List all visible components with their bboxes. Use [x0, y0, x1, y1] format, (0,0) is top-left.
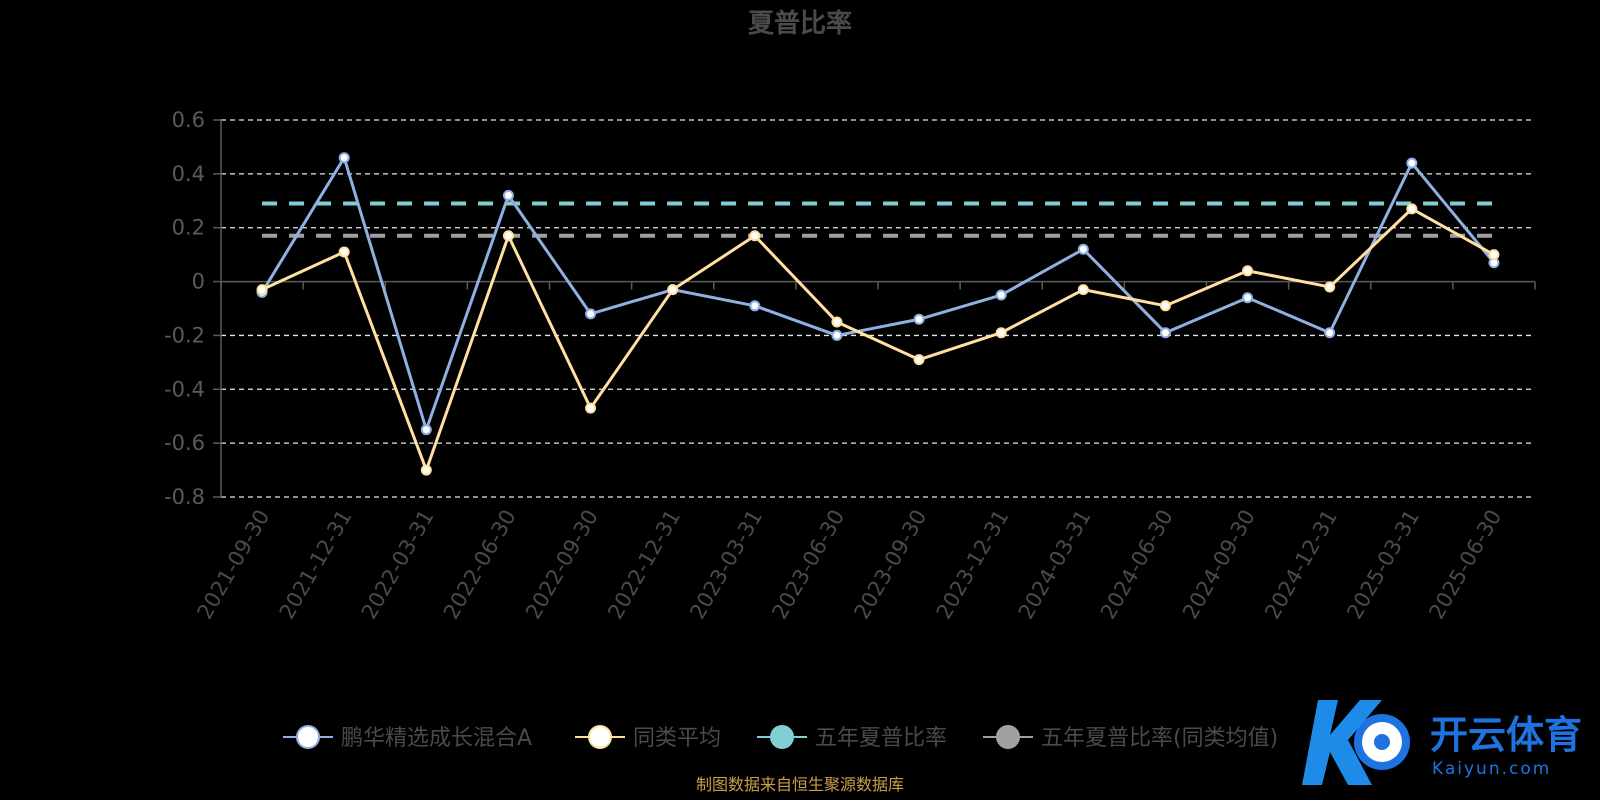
series-1-point	[1242, 292, 1254, 304]
y-tick-label: -0.4	[164, 377, 205, 401]
series-1-point	[1324, 327, 1336, 339]
logo-ball-center	[1374, 734, 1390, 750]
legend-label: 五年夏普比率	[815, 726, 947, 751]
x-tick-label: 2024-09-30	[1178, 506, 1260, 624]
series-2-point	[1406, 203, 1418, 215]
y-tick-label: 0.4	[172, 162, 205, 186]
series-1-point	[338, 152, 350, 164]
legend-marker	[770, 725, 794, 749]
y-tick-label: 0.6	[172, 108, 205, 132]
chart-title: 夏普比率	[748, 8, 852, 39]
series-2-point	[831, 316, 843, 328]
x-tick-label: 2022-06-30	[439, 506, 521, 624]
series-2-point	[420, 464, 432, 476]
y-tick-label: -0.6	[164, 431, 205, 455]
series-1-point	[995, 289, 1007, 301]
series-2-point	[995, 327, 1007, 339]
series-2-point	[749, 230, 761, 242]
x-tick-label: 2025-03-31	[1342, 506, 1424, 624]
legend-marker	[296, 725, 320, 749]
series-1-point	[1159, 327, 1171, 339]
legend-marker	[996, 725, 1020, 749]
reference-lines-layer	[262, 201, 1494, 238]
grid-layer	[221, 119, 1535, 498]
x-tick-label: 2023-09-30	[850, 506, 932, 624]
series-1-point	[420, 424, 432, 436]
series-1-point	[913, 313, 925, 325]
x-tick-label: 2021-12-31	[275, 506, 357, 624]
series-1-point	[749, 300, 761, 312]
legend[interactable]: 鹏华精选成长混合A 同类平均 五年夏普比率 五年夏普比率(同类均值)	[283, 725, 1278, 751]
x-tick-label: 2021-09-30	[193, 506, 275, 624]
series-2-point	[1488, 249, 1500, 261]
series-2-point	[913, 354, 925, 366]
legend-item-3[interactable]: 五年夏普比率	[757, 725, 947, 751]
legend-item-4[interactable]: 五年夏普比率(同类均值)	[983, 725, 1278, 751]
series-2-point	[338, 246, 350, 258]
x-tick-label: 2024-12-31	[1260, 506, 1342, 624]
x-tick-label: 2023-12-31	[932, 506, 1014, 624]
y-tick-label: 0	[192, 270, 205, 294]
x-tick-label: 2022-09-30	[521, 506, 603, 624]
x-tick-label: 2023-03-31	[685, 506, 767, 624]
y-tick-label: 0.2	[172, 216, 205, 240]
watermark-sub: Kaiyun.com	[1432, 759, 1551, 779]
legend-label: 鹏华精选成长混合A	[341, 726, 532, 751]
legend-item-2[interactable]: 同类平均	[575, 725, 721, 751]
x-tick-label: 2022-03-31	[357, 506, 439, 624]
x-tick-label: 2025-06-30	[1424, 506, 1506, 624]
series-1-point	[1406, 157, 1418, 169]
legend-label: 同类平均	[633, 726, 721, 751]
legend-marker	[588, 725, 612, 749]
legend-item-1[interactable]: 鹏华精选成长混合A	[283, 725, 532, 751]
series-1-point	[502, 189, 514, 201]
series-1-point	[1077, 243, 1089, 255]
series-2-point	[585, 402, 597, 414]
series-layer	[256, 152, 1500, 476]
source-note: 制图数据来自恒生聚源数据库	[696, 775, 904, 794]
logo-k-icon	[1302, 700, 1382, 785]
x-tick-label: 2023-06-30	[767, 506, 849, 624]
series-line-1	[260, 156, 1496, 432]
series-1-point	[585, 308, 597, 320]
series-2-point	[1159, 300, 1171, 312]
watermark-logo: 开云体育 Kaiyun.com	[1302, 700, 1582, 785]
series-2-point	[1077, 284, 1089, 296]
watermark-text: 开云体育	[1430, 713, 1582, 757]
y-tick-label: -0.8	[164, 485, 205, 509]
series-line-2	[261, 207, 1495, 472]
y-tick-label: -0.2	[164, 323, 205, 347]
series-2-point	[256, 284, 268, 296]
x-tick-label: 2024-03-31	[1014, 506, 1096, 624]
series-2-point	[1324, 281, 1336, 293]
series-2-point	[1242, 265, 1254, 277]
x-tick-label: 2022-12-31	[603, 506, 685, 624]
legend-label: 五年夏普比率(同类均值)	[1041, 726, 1278, 751]
x-tick-label: 2024-06-30	[1096, 506, 1178, 624]
series-2-point	[502, 230, 514, 242]
series-1-point	[831, 329, 843, 341]
series-2-point	[667, 284, 679, 296]
